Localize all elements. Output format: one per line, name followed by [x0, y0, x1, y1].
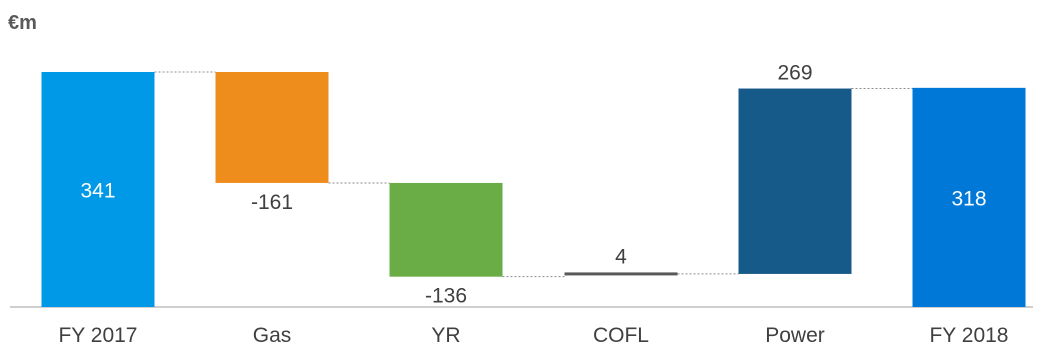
data-label-fy-2017: 341 [80, 180, 115, 203]
data-label-power: 269 [777, 62, 812, 85]
bar-fy-2017 [41, 72, 155, 307]
x-tick-power: Power [765, 324, 825, 347]
data-label-yr: -136 [425, 285, 467, 308]
x-tick-fy-2017: FY 2017 [58, 324, 137, 347]
data-labels: 341 -161 -136 4 269 318 [80, 62, 986, 308]
x-tick-labels: FY 2017 Gas YR COFL Power FY 2018 [58, 324, 1008, 347]
bar-gas [215, 72, 329, 183]
bar-fy-2018 [912, 87, 1026, 308]
bar-power [738, 88, 852, 274]
bar-yr [389, 182, 503, 277]
bars [41, 72, 1026, 308]
x-tick-gas: Gas [253, 324, 292, 347]
data-label-fy-2018: 318 [951, 187, 986, 210]
x-tick-fy-2018: FY 2018 [929, 324, 1008, 347]
x-tick-yr: YR [431, 324, 460, 347]
x-tick-cofl: COFL [593, 324, 649, 347]
data-label-cofl: 4 [615, 245, 627, 268]
data-label-gas: -161 [251, 191, 293, 214]
bar-cofl [564, 272, 678, 276]
unit-label: €m [8, 12, 37, 34]
